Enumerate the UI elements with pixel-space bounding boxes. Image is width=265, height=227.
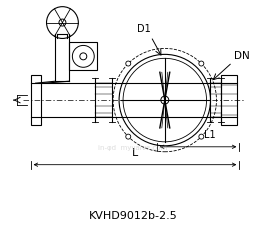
Text: L1: L1 bbox=[204, 130, 216, 140]
Circle shape bbox=[59, 19, 66, 26]
Text: DN: DN bbox=[235, 51, 250, 61]
Text: in-φd  myvalve.com: in-φd myvalve.com bbox=[98, 145, 168, 151]
Text: D1: D1 bbox=[137, 24, 151, 34]
Text: L: L bbox=[132, 148, 138, 158]
Text: KVHD9012b-2.5: KVHD9012b-2.5 bbox=[89, 211, 177, 221]
Bar bbox=[31, 75, 41, 125]
Circle shape bbox=[126, 61, 131, 66]
Circle shape bbox=[126, 134, 131, 139]
Bar bbox=[222, 75, 237, 125]
Circle shape bbox=[199, 134, 204, 139]
Bar bbox=[69, 42, 97, 70]
Circle shape bbox=[199, 61, 204, 66]
Circle shape bbox=[161, 96, 169, 104]
